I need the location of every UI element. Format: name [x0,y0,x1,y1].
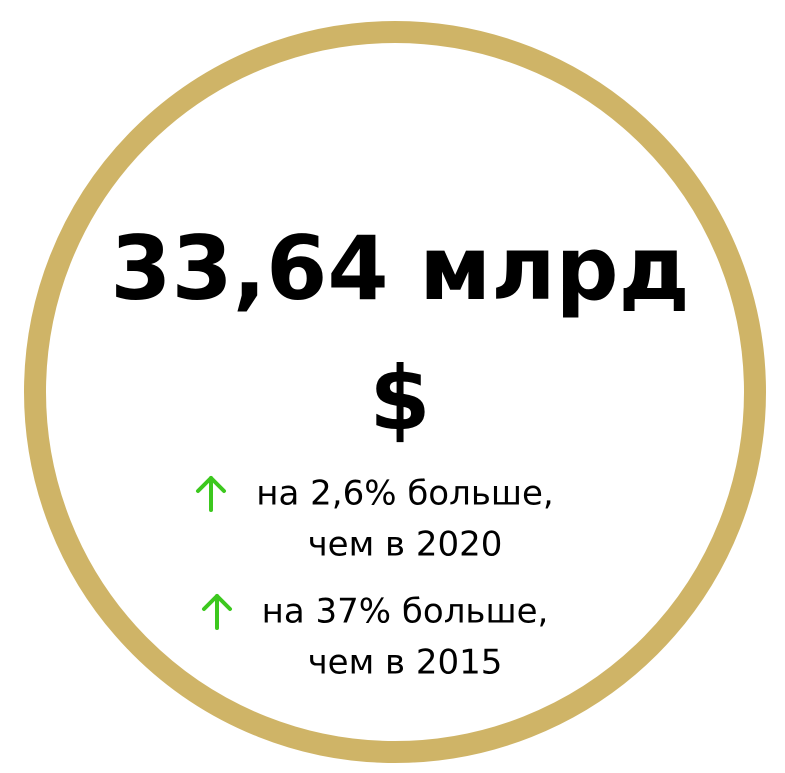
note-line: чем в 2015 [308,643,503,683]
note-line: чем в 2020 [308,525,503,565]
arrow-icon [196,476,226,512]
headline-value: 33,64 млрд [110,217,689,320]
arrow-icon [202,594,232,630]
note-line: на 2,6% больше, [256,474,553,514]
headline-unit: $ [369,347,430,450]
ring [24,21,766,763]
note-line: на 37% больше, [262,592,549,632]
